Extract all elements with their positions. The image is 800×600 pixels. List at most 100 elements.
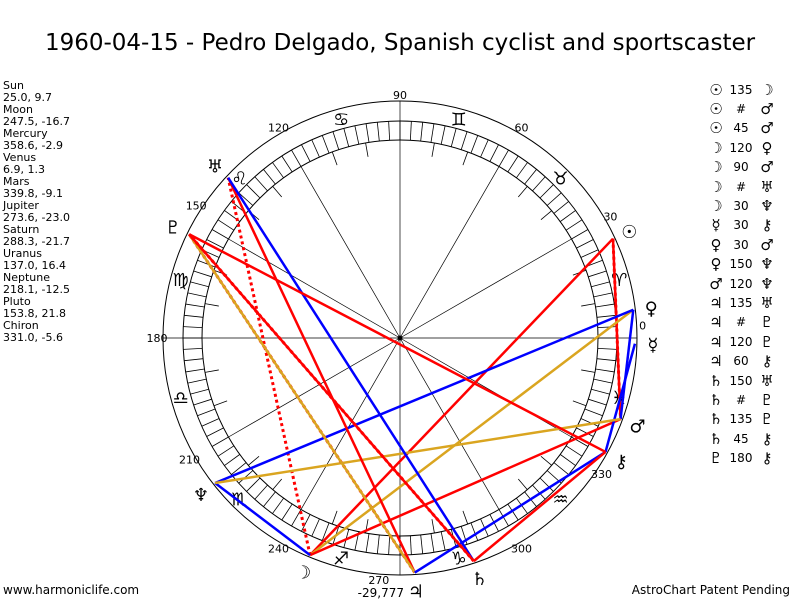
aspect-type: 45 [733,431,749,446]
degree-tick [321,135,330,154]
spoke-line [399,238,572,339]
degree-tick [206,427,224,437]
planet-glyph-icon: ☽ [709,158,723,177]
degree-tick [343,128,350,147]
spoke-line [228,238,401,339]
degree-tick [580,418,599,427]
aspect-row: ☽ # ♅ [706,177,778,196]
degree-tick [430,123,435,143]
planet-glyph-icon: ♃ [709,293,723,312]
degree-tick [507,503,519,521]
planet-glyph-icon: ☿ [711,216,721,235]
degree-tick [470,522,479,541]
degree-tick [595,303,615,308]
planet-name: Chiron [3,319,39,332]
degree-tick [254,176,268,192]
inner-tick [462,510,469,525]
degree-tick [524,169,537,185]
degree-tick [597,347,617,350]
aspect-row: ♄ # ♇ [706,390,778,409]
planet-name: Moon [3,103,33,116]
aspect-line-mars-neptune [214,417,621,485]
inner-tick [248,455,260,466]
degree-tick [184,358,204,362]
degree-tick [272,162,284,179]
aspect-type: 135 [729,412,753,427]
aspect-row: ☉ 45 ♂ [706,119,778,138]
degree-tick [571,229,589,240]
planet-glyph-icon: ♄ [709,371,723,390]
aspect-line-saturn-pluto [188,233,475,562]
degree-tick [187,292,207,298]
aspect-line-jupiter-chiron [414,450,607,574]
degree-tick [539,184,554,199]
degree-tick [480,139,489,158]
planet-glyph-icon: ♀ [710,235,722,254]
planet-glyph-icon: ☉ [709,80,723,99]
planet-coords: 153.8, 21.8 [3,307,66,320]
degree-tick [217,219,235,231]
planet-name: Uranus [3,247,42,260]
neptune-glyph-icon: ♆ [193,485,209,506]
aspect-type: 150 [729,257,753,272]
degree-tick [184,314,204,318]
degree-tick [197,259,216,268]
planet-glyph-icon: ♇ [760,390,774,409]
inner-tick [272,478,283,490]
degree-tick [193,398,212,406]
degree-tick [365,533,370,553]
planet-glyph-icon: ♅ [760,293,774,312]
degree-tick [301,514,311,532]
planet-name: Saturn [3,223,40,236]
planet-name: Pluto [3,295,31,308]
planet-glyph-icon: ⚷ [761,449,773,468]
inner-tick [213,400,228,407]
degree-tick [190,388,209,395]
planet-coords: 288.3, -21.7 [3,235,70,248]
aspect-type: 120 [729,276,753,291]
degree-tick [440,531,446,551]
degree-tick [354,125,360,145]
aspect-line-pluto-chiron [188,233,607,454]
degree-tick [559,454,576,466]
degree-tick [238,470,254,484]
footer-website-link[interactable]: www.harmoniclife.com [3,583,140,597]
degree-tick [409,121,412,141]
planet-coords: 247.5, -16.7 [3,115,70,128]
degree-tick [217,445,235,457]
aspect-type: # [735,179,747,194]
aspect-line-moon-mars [309,418,622,557]
planet-coords: 339.8, -9.1 [3,187,63,200]
degree-tick [238,192,254,206]
aspect-line-jupiter-uranus [227,177,416,574]
degree-label: 210 [179,454,200,467]
aspect-type: 150 [729,373,753,388]
jupiter-glyph-icon: ♃ [408,582,424,600]
degree-tick [263,491,276,507]
aspect-type: # [735,315,747,330]
aspect-line-mercury-chiron [604,343,637,453]
planet-glyph-icon: ☽ [709,197,723,216]
degree-tick [301,144,311,162]
aspect-type: 135 [729,82,753,97]
degree-tick [516,162,528,179]
inner-tick [517,186,528,198]
degree-tick [597,326,617,329]
degree-label: 60 [515,122,529,135]
degree-label: 150 [186,200,207,213]
aspect-type: 30 [733,199,749,214]
degree-tick [409,535,412,555]
degree-tick [470,135,479,154]
zodiac-sign-icon: ♐ [333,548,349,569]
aspect-type: 90 [733,160,749,175]
degree-tick [246,477,261,492]
uranus-glyph-icon: ♅ [207,156,223,177]
aspect-line-sun-moon [309,237,614,556]
aspect-row: ♀ 30 ♂ [706,235,778,254]
zodiac-sign-icon: ♋ [333,110,349,131]
aspect-line-saturn-chiron [472,450,607,563]
inner-tick [517,478,528,490]
planet-coords: 358.6, -2.9 [3,139,63,152]
planet-coords: 6.9, 1.3 [3,163,45,176]
